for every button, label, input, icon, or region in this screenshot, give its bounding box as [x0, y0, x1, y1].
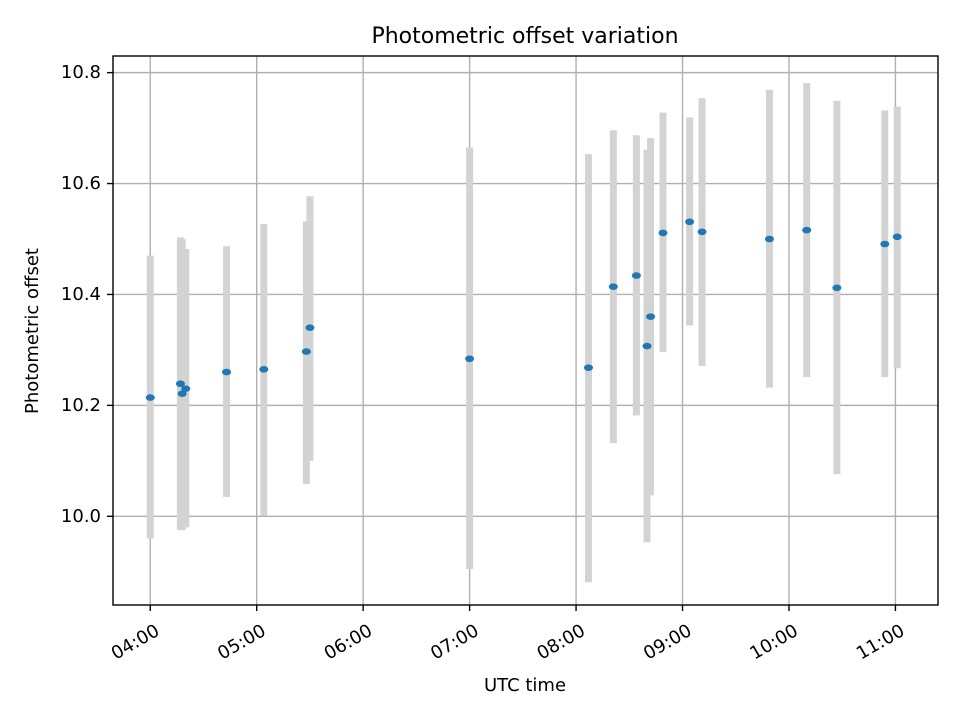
data-point [145, 394, 155, 401]
data-point [301, 348, 311, 355]
chart-title: Photometric offset variation [371, 24, 678, 49]
data-point [465, 355, 475, 363]
y-tick-label: 10.6 [61, 173, 101, 194]
x-tick-label: 04:00 [108, 620, 163, 664]
data-point [181, 385, 191, 393]
data-point [764, 235, 774, 243]
data-point [583, 364, 593, 371]
x-tick-label: 07:00 [427, 620, 482, 664]
data-point [802, 226, 812, 234]
x-tick-label: 05:00 [214, 620, 269, 664]
grid [113, 56, 938, 605]
y-tick-label: 10.8 [61, 62, 101, 83]
data-point [646, 313, 656, 320]
data-point [259, 366, 269, 373]
x-tick-label: 11:00 [853, 620, 908, 664]
y-tick-label: 10.4 [61, 284, 101, 305]
data-point [642, 342, 652, 350]
x-tick-label: 06:00 [321, 620, 376, 664]
data-point [697, 228, 707, 236]
plot-frame [112, 55, 939, 606]
x-tick-label: 09:00 [640, 620, 695, 664]
y-tick-label: 10.2 [61, 395, 101, 416]
y-axis-label: Photometric offset [22, 248, 43, 414]
data-point [175, 380, 185, 388]
data-point [685, 218, 695, 226]
data-point [305, 324, 315, 332]
data-point [177, 390, 187, 398]
data-point [658, 229, 668, 237]
x-tick-label: 10:00 [746, 620, 801, 664]
data-point [222, 368, 232, 376]
data-points [145, 218, 902, 401]
data-point [892, 233, 902, 241]
data-point [631, 272, 641, 279]
y-tick-label: 10.0 [61, 506, 101, 527]
data-point [832, 284, 842, 292]
data-point [608, 283, 618, 290]
error-bars [146, 83, 901, 583]
x-axis-label: UTC time [484, 675, 566, 696]
x-tick-label: 08:00 [534, 620, 589, 664]
data-point [880, 240, 890, 248]
